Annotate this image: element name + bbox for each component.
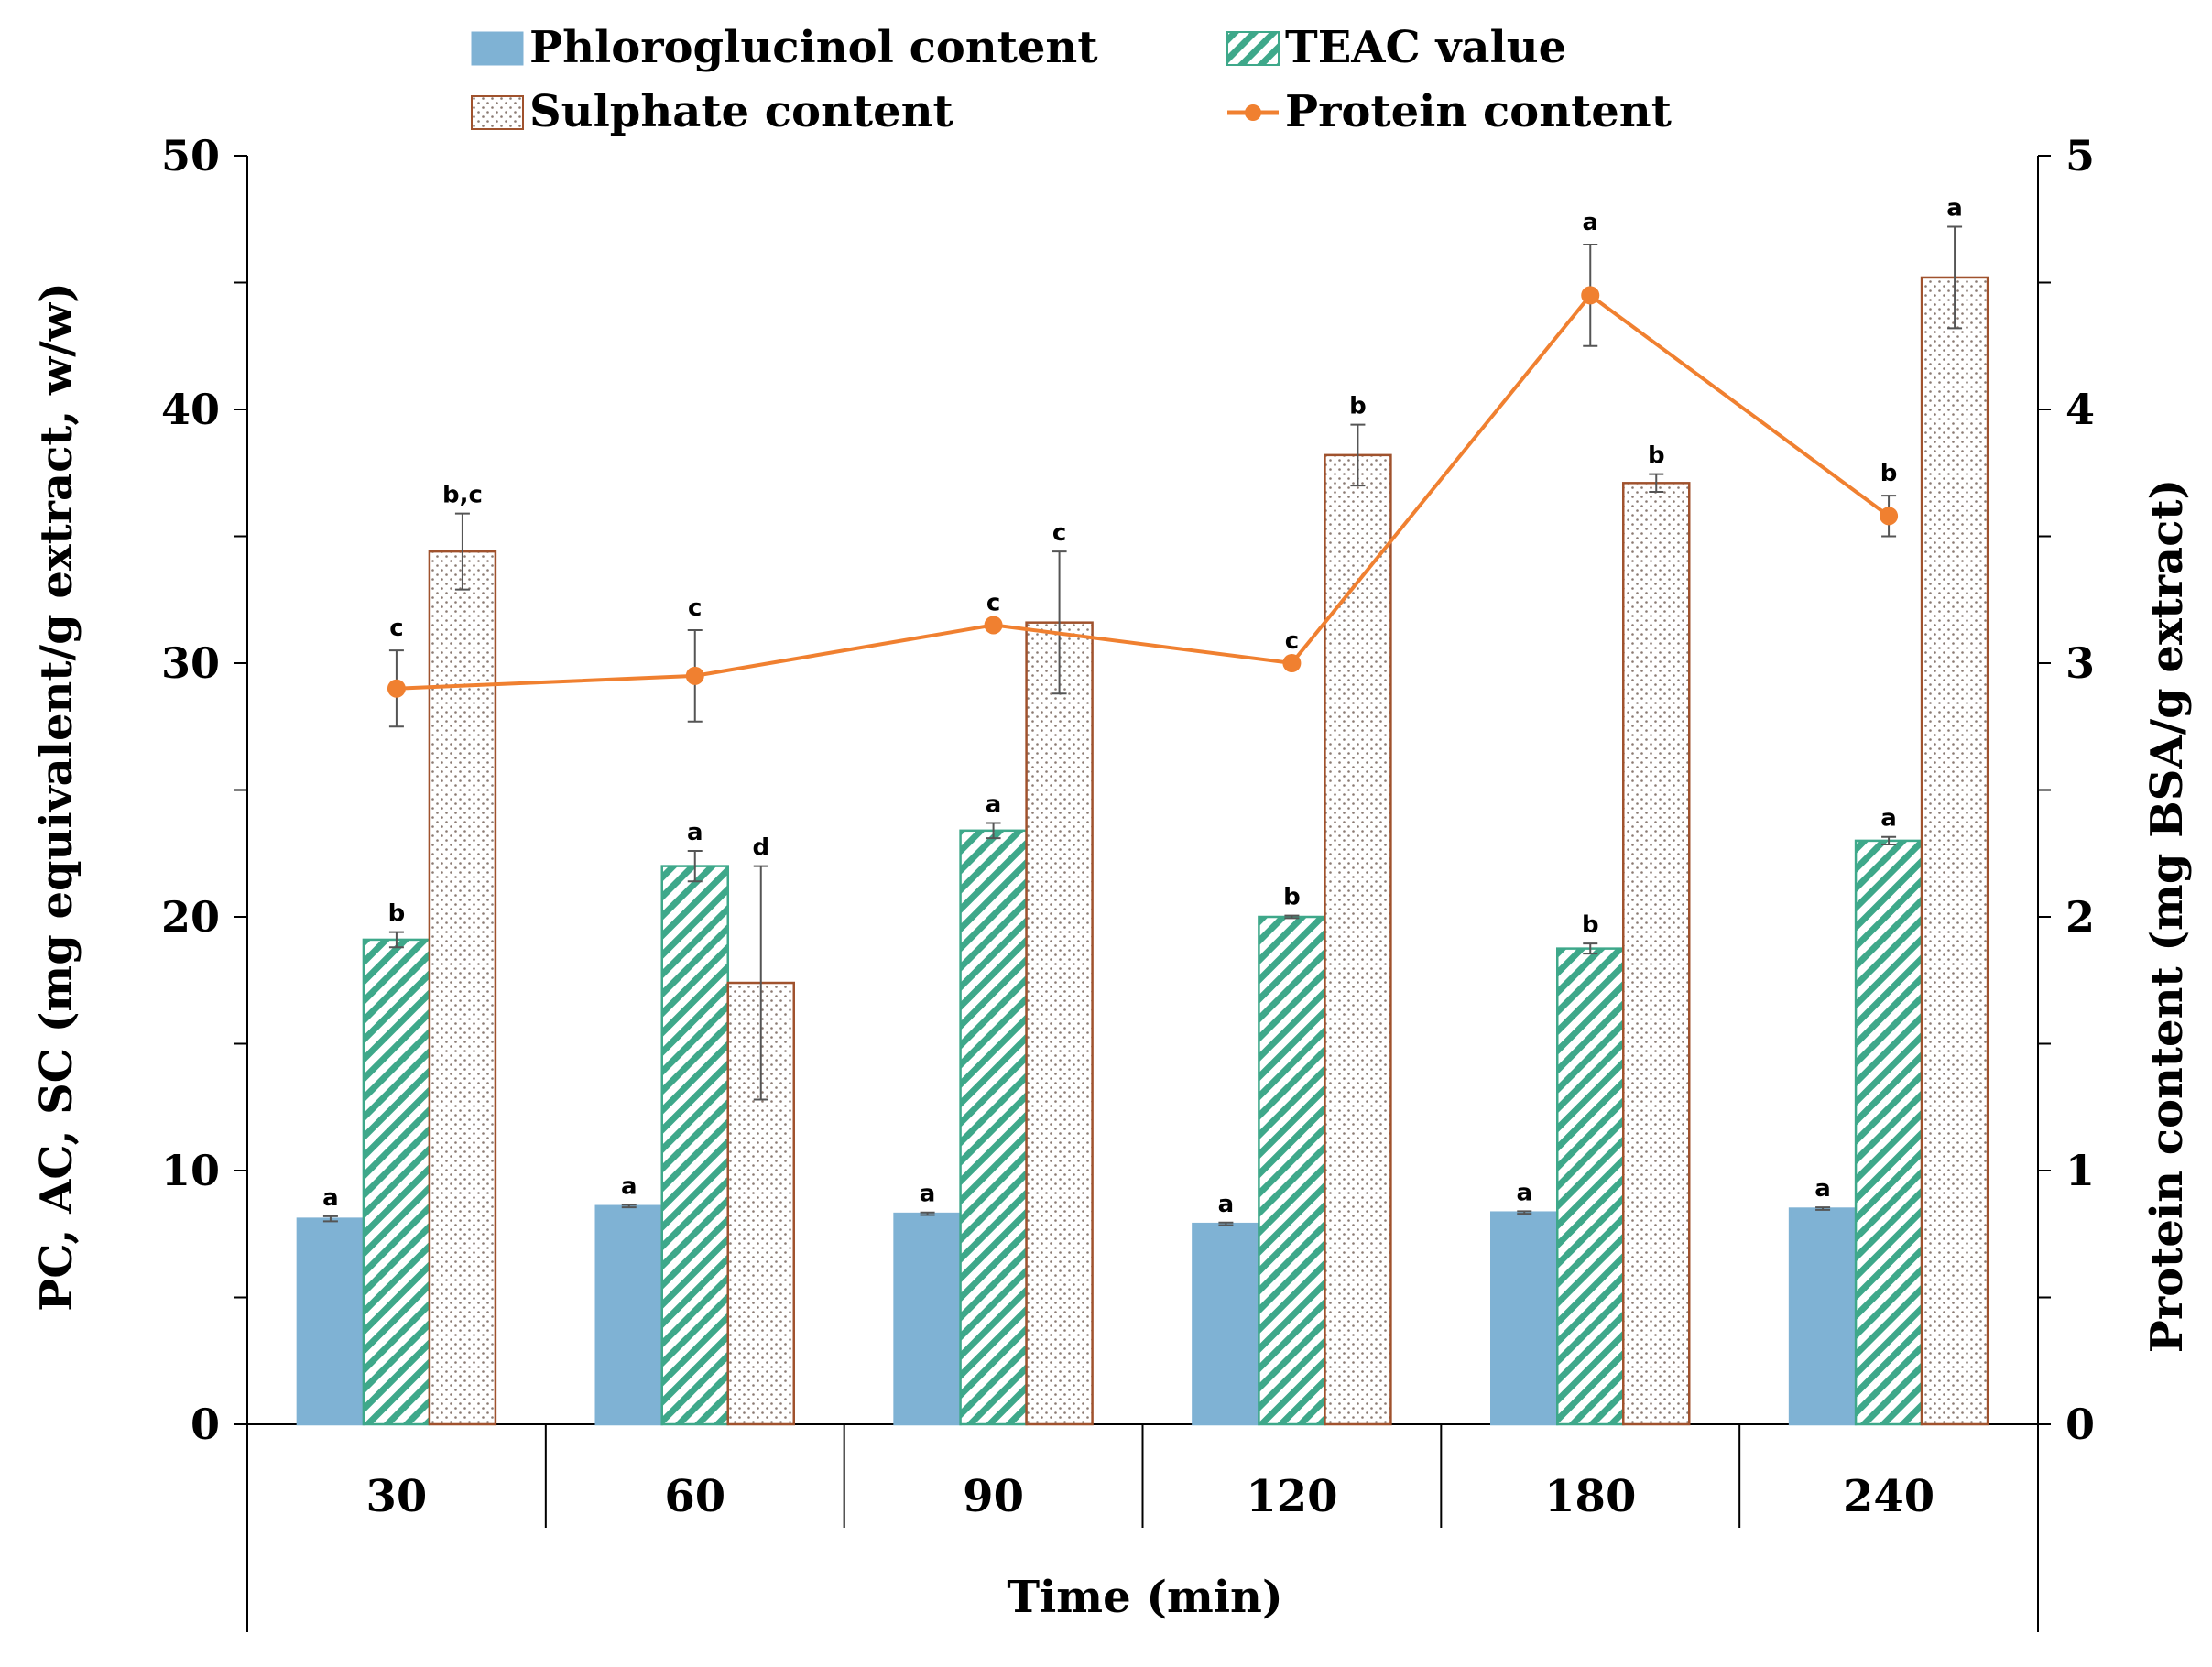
bar-phloroglucinol-content xyxy=(1192,1222,1260,1426)
legend-swatch-protein-marker xyxy=(1245,104,1261,121)
y-right-tick-label: 5 xyxy=(2065,131,2095,180)
legend: Phloroglucinol content TEAC value Sulpha… xyxy=(471,22,1672,137)
legend-label-phloroglucinol: Phloroglucinol content xyxy=(529,22,1097,73)
x-category-label: 60 xyxy=(664,1471,725,1522)
significance-label: a xyxy=(621,1172,637,1200)
y-left-tick-label: 50 xyxy=(161,131,220,180)
significance-label: a xyxy=(687,819,703,846)
significance-label: c xyxy=(1285,627,1299,655)
legend-swatch-teac xyxy=(1226,31,1280,66)
y-axis-left-title: PC, AC, SC (mg equivalent/g extract, w/w… xyxy=(31,282,82,1312)
significance-label: c xyxy=(986,589,1000,616)
significance-label: a xyxy=(986,791,1002,819)
bar-teac-value xyxy=(1854,839,1923,1426)
bar-sulphate-content xyxy=(1324,453,1392,1426)
significance-label: b,c xyxy=(442,482,483,509)
y-left-tick-label: 30 xyxy=(161,638,220,688)
protein-content-marker xyxy=(1880,507,1899,526)
bar-teac-value xyxy=(660,865,729,1426)
bar-phloroglucinol-content xyxy=(1788,1207,1858,1426)
y-right-tick-label: 1 xyxy=(2065,1146,2095,1195)
bar-teac-value xyxy=(1258,915,1326,1426)
significance-label: a xyxy=(920,1181,936,1208)
legend-label-teac: TEAC value xyxy=(1285,22,1566,73)
y-left-tick-label: 40 xyxy=(161,385,220,434)
x-axis-title: Time (min) xyxy=(1007,1572,1282,1623)
significance-label: a xyxy=(1946,195,1963,223)
x-category-label: 90 xyxy=(963,1471,1024,1522)
legend-label-protein: Protein content xyxy=(1285,86,1672,137)
bar-phloroglucinol-content xyxy=(1490,1211,1559,1426)
bar-phloroglucinol-content xyxy=(296,1217,365,1426)
significance-label: c xyxy=(389,615,403,642)
legend-label-sulphate: Sulphate content xyxy=(529,86,953,137)
y-axis-right-title: Protein content (mg BSA/g extract) xyxy=(2141,479,2193,1353)
protein-content-line xyxy=(396,292,1891,691)
bar-teac-value xyxy=(1556,947,1625,1426)
y-left-tick-label: 0 xyxy=(191,1400,220,1449)
significance-label: a xyxy=(1814,1175,1831,1203)
significance-label: b xyxy=(1648,442,1665,470)
significance-label: c xyxy=(1052,519,1066,547)
y-left-tick-label: 10 xyxy=(161,1146,220,1195)
y-right-tick-label: 3 xyxy=(2065,638,2095,688)
y-right-tick-label: 0 xyxy=(2065,1400,2095,1449)
bar-teac-value xyxy=(362,938,431,1426)
significance-label: c xyxy=(688,594,702,622)
x-category-label: 120 xyxy=(1246,1471,1337,1522)
significance-label: b xyxy=(1880,460,1898,487)
bar-phloroglucinol-content xyxy=(893,1212,962,1426)
significance-label: b xyxy=(1582,911,1599,939)
y-left-tick-label: 20 xyxy=(161,892,220,942)
x-category-label: 30 xyxy=(366,1471,428,1522)
significance-label: b xyxy=(1349,393,1367,420)
x-category-label: 240 xyxy=(1843,1471,1934,1522)
significance-label: b xyxy=(1283,884,1301,911)
bar-sulphate-content xyxy=(428,550,497,1426)
protein-content-marker xyxy=(387,679,406,698)
protein-content-marker xyxy=(1282,654,1302,672)
bar-teac-value xyxy=(959,829,1028,1426)
significance-label: a xyxy=(1880,805,1897,833)
bar-sulphate-content xyxy=(1622,482,1691,1426)
bar-phloroglucinol-content xyxy=(594,1204,663,1426)
bar-sulphate-content xyxy=(1025,621,1094,1426)
protein-content-marker xyxy=(984,616,1003,635)
y-right-tick-label: 2 xyxy=(2065,892,2095,942)
bar-sulphate-content xyxy=(1920,276,1989,1426)
protein-content-marker xyxy=(1581,286,1600,305)
protein-content-marker xyxy=(685,666,704,685)
x-category-label: 180 xyxy=(1544,1471,1636,1522)
y-right-tick-label: 4 xyxy=(2065,385,2095,434)
legend-swatch-sulphate xyxy=(471,95,524,130)
legend-swatch-phloroglucinol xyxy=(471,31,524,66)
significance-label: d xyxy=(752,834,769,862)
significance-label: b xyxy=(388,900,406,928)
significance-label: a xyxy=(1582,209,1598,236)
significance-label: a xyxy=(322,1184,339,1212)
significance-label: a xyxy=(1218,1191,1235,1218)
significance-label: a xyxy=(1516,1179,1532,1206)
